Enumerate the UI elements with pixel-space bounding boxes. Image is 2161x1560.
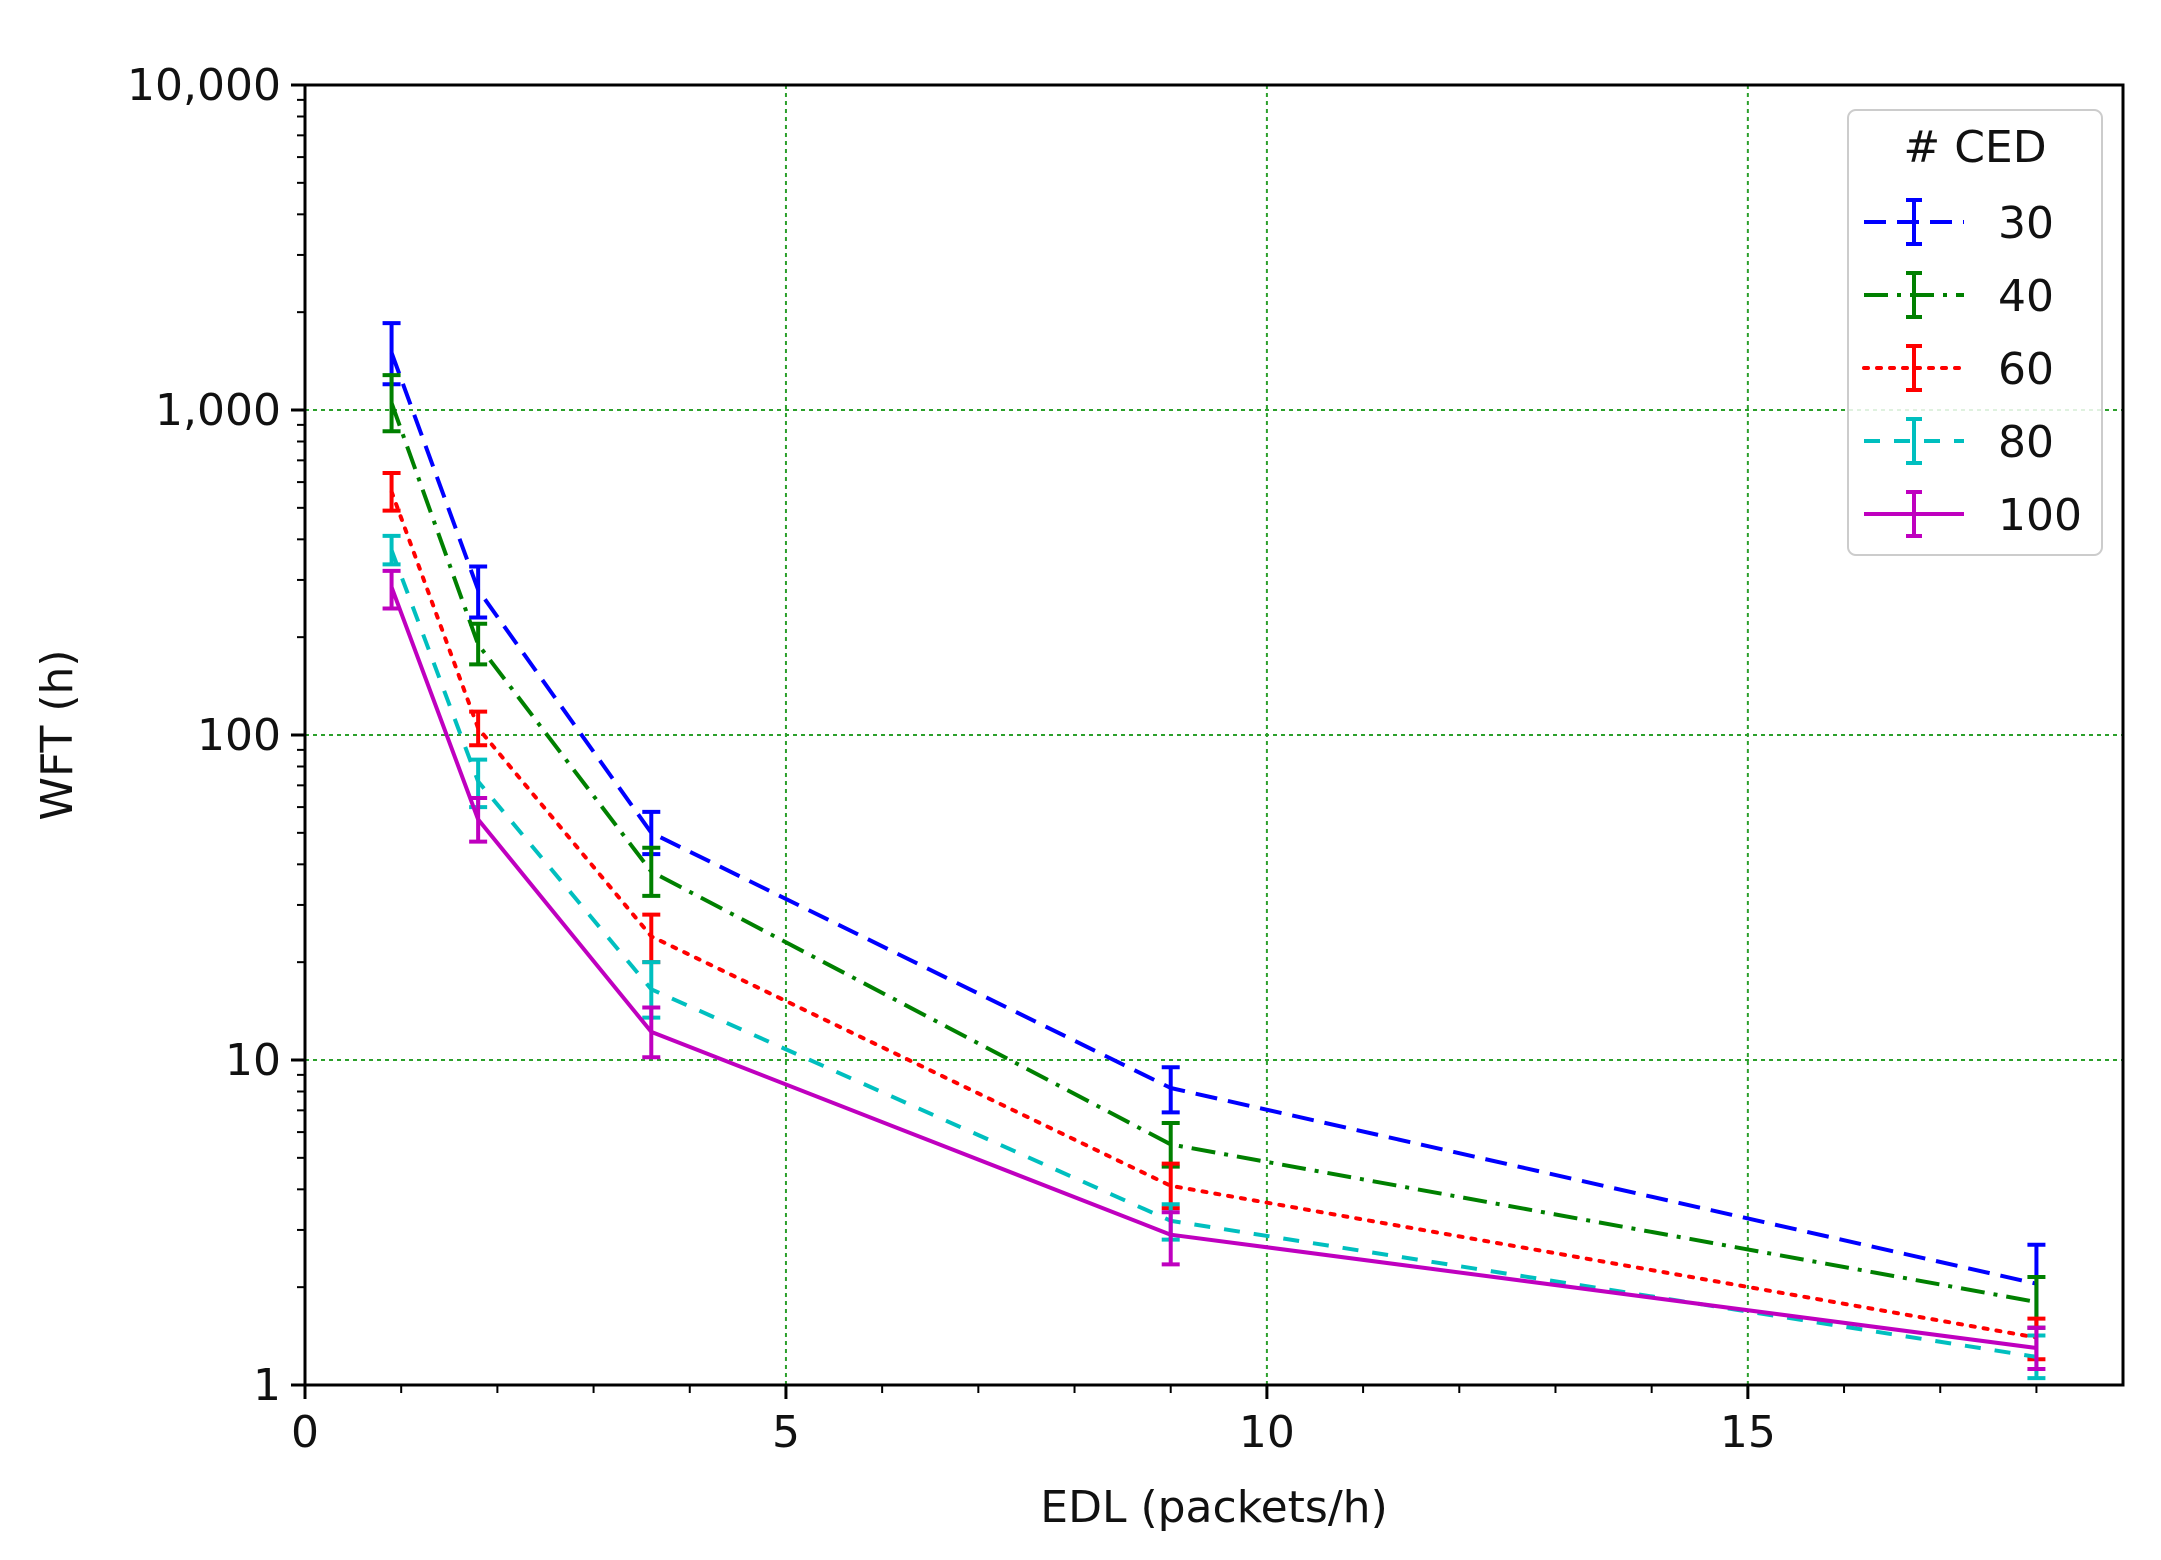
series-100: [382, 568, 2046, 1372]
legend-label: 60: [1998, 344, 2054, 395]
x-tick-label: 5: [772, 1407, 800, 1458]
x-axis-label: EDL (packets/h): [1040, 1482, 1387, 1533]
error-bar: [469, 621, 488, 667]
error-bar: [2027, 1325, 2046, 1372]
error-bar: [642, 912, 661, 965]
legend-box: [1847, 109, 2103, 556]
x-tick-label: 0: [291, 1407, 319, 1458]
series-40: [382, 373, 2046, 1330]
x-tick-label: 15: [1720, 1407, 1776, 1458]
legend-title: # CED: [1903, 122, 2046, 173]
error-bar: [382, 533, 401, 567]
y-tick-label: 10,000: [127, 60, 281, 111]
error-bar: [642, 1005, 661, 1060]
error-bar: [382, 373, 401, 434]
y-axis-label: WFT (h): [32, 649, 83, 820]
legend-item-60: 60: [1862, 344, 2054, 395]
legend: # CED 30 40 60 80 100: [1847, 109, 2103, 556]
series-line: [389, 352, 2037, 1286]
error-bar: [382, 470, 401, 513]
error-bar: [1161, 1210, 1180, 1267]
error-bar: [469, 564, 488, 620]
y-tick-label: 1: [253, 1360, 281, 1411]
legend-label: 100: [1998, 490, 2082, 541]
error-bar: [469, 709, 488, 748]
legend-label: 40: [1998, 271, 2054, 322]
y-tick-label: 100: [197, 710, 281, 761]
legend-item-80: 80: [1864, 417, 2054, 468]
legend-item-30: 30: [1864, 198, 2054, 249]
error-bar: [469, 795, 488, 844]
error-bar: [1161, 1120, 1180, 1169]
error-bar: [642, 845, 661, 898]
x-tick-label: 10: [1239, 1407, 1295, 1458]
legend-item-40: 40: [1864, 271, 2054, 322]
series-layer: [382, 321, 2046, 1381]
series-line: [389, 586, 2037, 1350]
series-60: [382, 470, 2046, 1362]
series-30: [382, 321, 2046, 1330]
error-bar: [1161, 1065, 1180, 1115]
legend-label: 80: [1998, 417, 2054, 468]
axis-ticks: 0 5 10 15 1 10 100 1,000 10,000: [127, 60, 2038, 1458]
y-tick-label: 10: [225, 1035, 281, 1086]
series-80: [382, 533, 2046, 1381]
y-tick-label: 1,000: [155, 385, 281, 436]
legend-item-100: 100: [1864, 490, 2082, 541]
series-line: [389, 402, 2037, 1304]
series-line: [389, 489, 2039, 1340]
legend-label: 30: [1998, 198, 2054, 249]
error-bar: [382, 568, 401, 611]
series-line: [389, 549, 2037, 1359]
grid: [305, 85, 2123, 1385]
